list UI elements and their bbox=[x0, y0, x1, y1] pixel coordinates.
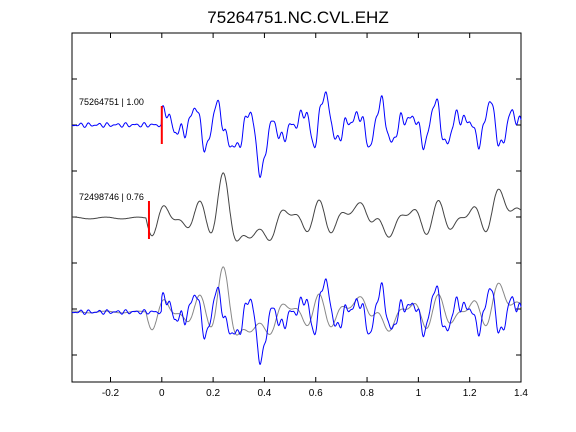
trace-2-line bbox=[72, 172, 522, 242]
x-tick-label: 0.4 bbox=[257, 388, 271, 399]
pick-markers bbox=[147, 106, 163, 239]
axis-ticks: -0.2 0 0.2 0.4 0.6 0.8 1 1.2 1.4 bbox=[72, 32, 528, 399]
plot-area: -0.2 0 0.2 0.4 0.6 0.8 1 1.2 1.4 75264751 | 1.00… bbox=[71, 32, 528, 399]
x-tick-label: 1.4 bbox=[514, 388, 528, 399]
plot-frame bbox=[71, 32, 522, 383]
trace-2-label: 72498746 | 0.76 bbox=[79, 192, 144, 202]
x-tick-label: 0 bbox=[159, 388, 165, 399]
chart-title: 75264751.NC.CVL.EHZ bbox=[207, 8, 388, 27]
trace-3-overlay-gray bbox=[72, 266, 522, 336]
x-tick-label: 1 bbox=[416, 388, 422, 399]
x-tick-label: 1.2 bbox=[463, 388, 477, 399]
trace-labels: 75264751 | 1.00 72498746 | 0.76 bbox=[79, 97, 144, 202]
trace-1-label: 75264751 | 1.00 bbox=[79, 97, 144, 107]
x-tick-label: -0.2 bbox=[102, 388, 120, 399]
x-tick-label: 0.8 bbox=[360, 388, 374, 399]
x-tick-label: 0.2 bbox=[206, 388, 220, 399]
traces bbox=[71, 91, 522, 365]
trace-1-line bbox=[71, 91, 522, 178]
trace-3-overlay-blue bbox=[71, 278, 522, 365]
x-tick-label: 0.6 bbox=[309, 388, 323, 399]
